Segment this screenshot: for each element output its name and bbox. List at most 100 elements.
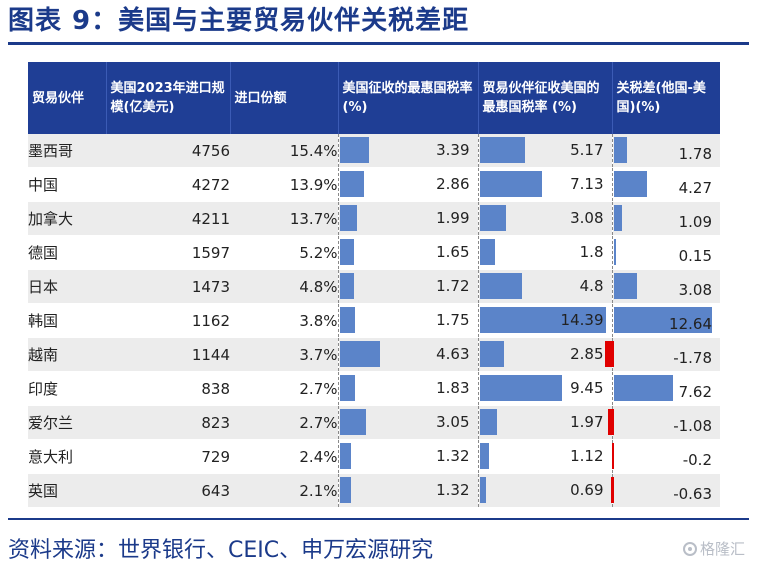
watermark-logo-icon bbox=[682, 541, 697, 556]
us-rate-bar bbox=[339, 341, 380, 367]
partner-rate-bar bbox=[479, 307, 606, 333]
partner-name: 越南 bbox=[28, 337, 106, 372]
partner-rate-cell: 0.69 bbox=[477, 473, 612, 508]
import-size: 838 bbox=[106, 371, 230, 406]
tariff-diff-value: 1.78 bbox=[678, 145, 712, 163]
tariff-diff-bar bbox=[611, 443, 614, 469]
partner-name: 印度 bbox=[28, 371, 106, 406]
import-size: 1162 bbox=[106, 303, 230, 338]
partner-rate-value: 0.69 bbox=[570, 481, 604, 499]
us-rate-bar bbox=[339, 409, 366, 435]
title-divider bbox=[8, 42, 749, 45]
tariff-diff-value: 3.08 bbox=[678, 281, 712, 299]
table-row: 墨西哥 4756 15.4% 3.39 5.17 1.78 bbox=[28, 134, 720, 168]
tariff-diff-cell: 12.64 bbox=[611, 303, 720, 338]
table-row: 爱尔兰 823 2.7% 3.05 1.97 -1.08 bbox=[28, 405, 720, 440]
us-rate-bar bbox=[339, 307, 355, 333]
partner-name: 中国 bbox=[28, 167, 106, 202]
partner-rate-value: 3.08 bbox=[570, 209, 604, 227]
partner-rate-value: 1.8 bbox=[579, 243, 604, 261]
header-partner: 贸易伙伴 bbox=[28, 62, 106, 134]
table-row: 意大利 729 2.4% 1.32 1.12 -0.2 bbox=[28, 439, 720, 474]
us-rate-bar bbox=[339, 239, 354, 265]
partner-rate-bar bbox=[479, 205, 507, 231]
partner-rate-bar bbox=[479, 409, 497, 435]
import-size: 729 bbox=[106, 439, 230, 474]
partner-rate-value: 14.39 bbox=[560, 311, 604, 329]
us-rate-value: 1.99 bbox=[436, 209, 470, 227]
us-rate-cell: 3.05 bbox=[337, 405, 478, 440]
partner-rate-cell: 9.45 bbox=[477, 371, 612, 406]
import-share: 13.7% bbox=[230, 201, 338, 236]
source-note: 资料来源：世界银行、CEIC、申万宏源研究 bbox=[8, 538, 434, 563]
table-row: 英国 643 2.1% 1.32 0.69 -0.63 bbox=[28, 473, 720, 508]
partner-name: 德国 bbox=[28, 235, 106, 270]
tariff-diff-bar bbox=[613, 137, 628, 163]
header-tariff-diff: 关税差(他国-美国)(%) bbox=[611, 62, 720, 134]
header-partner-rate: 贸易伙伴征收美国的最惠国税率 (%) bbox=[477, 62, 612, 134]
import-share: 4.8% bbox=[230, 269, 338, 304]
table-row: 日本 1473 4.8% 1.72 4.8 3.08 bbox=[28, 269, 720, 304]
partner-rate-bar bbox=[479, 341, 505, 367]
partner-rate-cell: 1.12 bbox=[477, 439, 612, 474]
tariff-diff-cell: 1.09 bbox=[611, 201, 720, 236]
import-share: 13.9% bbox=[230, 167, 338, 202]
tariff-diff-cell: 1.78 bbox=[611, 134, 720, 168]
tariff-diff-cell: 7.62 bbox=[611, 371, 720, 406]
partner-rate-value: 5.17 bbox=[570, 141, 604, 159]
tariff-diff-cell: 3.08 bbox=[611, 269, 720, 304]
import-share: 2.1% bbox=[230, 473, 338, 508]
tariff-diff-value: -0.63 bbox=[673, 485, 712, 503]
us-rate-value: 3.05 bbox=[436, 413, 470, 431]
page-title: 图表 9：美国与主要贸易伙伴关税差距 bbox=[8, 6, 470, 36]
partner-name: 墨西哥 bbox=[28, 134, 106, 168]
table-row: 中国 4272 13.9% 2.86 7.13 4.27 bbox=[28, 167, 720, 202]
partner-rate-cell: 3.08 bbox=[477, 201, 612, 236]
import-size: 4211 bbox=[106, 201, 230, 236]
watermark-text: 格隆汇 bbox=[699, 540, 745, 558]
tariff-table: 贸易伙伴 美国2023年进口规模(亿美元) 进口份额 美国征收的最惠国税率 (%… bbox=[28, 62, 720, 508]
partner-rate-cell: 1.8 bbox=[477, 235, 612, 270]
table-row: 加拿大 4211 13.7% 1.99 3.08 1.09 bbox=[28, 201, 720, 236]
partner-rate-cell: 1.97 bbox=[477, 405, 612, 440]
tariff-diff-bar bbox=[605, 341, 614, 367]
us-rate-value: 2.86 bbox=[436, 175, 470, 193]
source-divider bbox=[8, 518, 749, 520]
table-row: 印度 838 2.7% 1.83 9.45 7.62 bbox=[28, 371, 720, 406]
table-header-row: 贸易伙伴 美国2023年进口规模(亿美元) 进口份额 美国征收的最惠国税率 (%… bbox=[28, 62, 720, 134]
us-rate-value: 1.83 bbox=[436, 379, 470, 397]
import-size: 823 bbox=[106, 405, 230, 440]
table-row: 德国 1597 5.2% 1.65 1.8 0.15 bbox=[28, 235, 720, 270]
us-rate-cell: 1.99 bbox=[337, 201, 478, 236]
watermark: 格隆汇 bbox=[682, 538, 745, 559]
tariff-diff-cell: -1.78 bbox=[605, 337, 720, 372]
import-share: 3.8% bbox=[230, 303, 338, 338]
partner-rate-cell: 5.17 bbox=[477, 134, 612, 168]
tariff-diff-bar bbox=[610, 477, 614, 503]
tariff-diff-value: -0.2 bbox=[682, 451, 712, 469]
us-rate-bar bbox=[339, 205, 357, 231]
us-rate-value: 3.39 bbox=[436, 141, 470, 159]
partner-rate-value: 1.97 bbox=[570, 413, 604, 431]
us-rate-bar bbox=[339, 171, 365, 197]
us-rate-cell: 1.32 bbox=[337, 473, 478, 508]
import-size: 1144 bbox=[106, 337, 230, 372]
partner-rate-bar bbox=[479, 273, 522, 299]
tariff-diff-bar bbox=[613, 375, 673, 401]
us-rate-value: 1.72 bbox=[436, 277, 470, 295]
header-import-size: 美国2023年进口规模(亿美元) bbox=[105, 62, 230, 134]
partner-rate-bar bbox=[479, 239, 496, 265]
tariff-diff-cell: 4.27 bbox=[611, 167, 720, 202]
partner-name: 英国 bbox=[28, 473, 106, 508]
partner-rate-cell: 7.13 bbox=[477, 167, 612, 202]
us-rate-value: 1.32 bbox=[436, 481, 470, 499]
import-size: 1473 bbox=[106, 269, 230, 304]
partner-rate-value: 7.13 bbox=[570, 175, 604, 193]
partner-rate-bar bbox=[479, 443, 490, 469]
us-rate-bar bbox=[339, 137, 369, 163]
tariff-diff-bar bbox=[613, 205, 622, 231]
us-rate-value: 4.63 bbox=[436, 345, 470, 363]
import-share: 3.7% bbox=[230, 337, 338, 372]
partner-rate-cell: 14.39 bbox=[477, 303, 612, 338]
tariff-diff-bar bbox=[608, 409, 614, 435]
